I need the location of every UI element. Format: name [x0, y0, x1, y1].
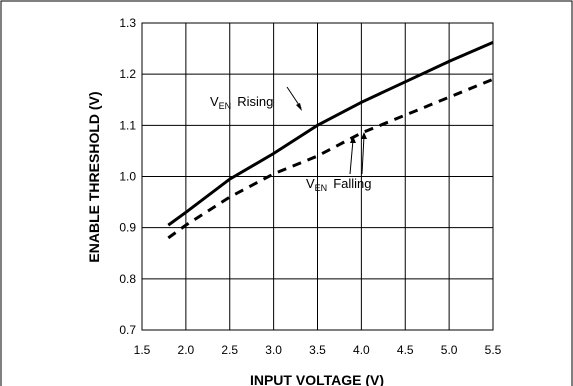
y-axis-title: ENABLE THRESHOLD (V): [86, 91, 102, 262]
x-tick-label-3: 3.0: [265, 343, 282, 357]
x-axis-title: INPUT VOLTAGE (V): [250, 372, 384, 386]
annotation-arrowhead-falling-1: [350, 136, 356, 143]
series-group: [167, 41, 494, 240]
x-tick-label-5: 4.0: [353, 343, 370, 357]
grid: [141, 22, 494, 331]
y-tick-label-5: 1.2: [119, 67, 136, 81]
annotation-en-rising-v: V: [210, 94, 219, 109]
x-tick-label-7: 5.0: [441, 343, 458, 357]
y-tick-label-0: 0.7: [119, 323, 136, 337]
x-tick-label-6: 4.5: [397, 343, 414, 357]
series-line-0: [167, 41, 494, 227]
annotation-en-rising-text: Rising: [237, 94, 273, 109]
annotation-arrowhead-falling-2: [361, 132, 367, 139]
y-tick-label-1: 0.8: [119, 272, 136, 286]
x-tick-labels: 1.5 2.0 2.5 3.0 3.5 4.0 4.5 5.0 5.5: [134, 343, 502, 357]
y-tick-label-4: 1.1: [119, 118, 136, 132]
x-tick-label-4: 3.5: [309, 343, 326, 357]
annotation-arrow-falling-1: [349, 139, 354, 175]
y-tick-labels: 0.7 0.8 0.9 1.0 1.1 1.2 1.3: [119, 16, 136, 337]
annotation-en-falling-sub: EN: [315, 183, 328, 193]
annotation-en-falling: VEN Falling: [306, 176, 371, 193]
y-tick-label-3: 1.0: [119, 170, 136, 184]
annotation-arrow-falling-2: [361, 135, 365, 175]
annotation-en-falling-text: Falling: [333, 176, 371, 191]
x-tick-label-1: 2.0: [178, 343, 195, 357]
plot-frame: [141, 22, 494, 331]
annotation-arrowhead-rising: [296, 103, 302, 111]
annotation-en-falling-v: V: [306, 176, 315, 191]
annotation-en-rising-sub: EN: [219, 101, 232, 111]
y-tick-label-2: 0.9: [119, 221, 136, 235]
y-tick-label-6: 1.3: [119, 16, 136, 30]
x-tick-label-8: 5.5: [485, 343, 502, 357]
x-tick-label-0: 1.5: [134, 343, 151, 357]
x-tick-label-2: 2.5: [221, 343, 238, 357]
annotation-en-rising: VEN Rising: [210, 94, 273, 111]
series-line-1: [167, 77, 494, 240]
